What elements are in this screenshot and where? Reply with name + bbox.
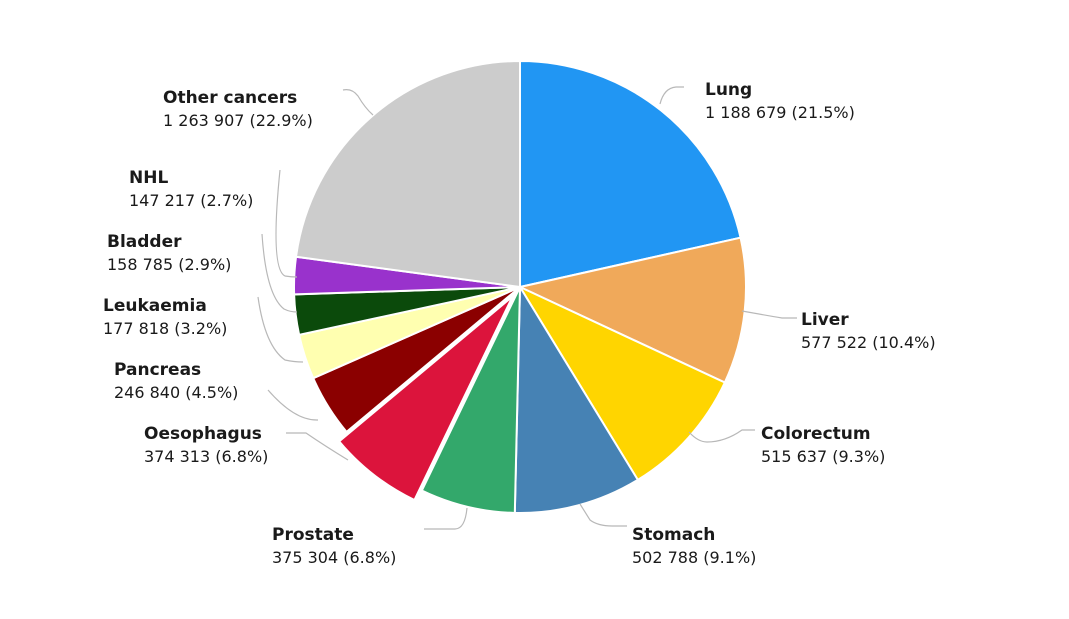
leader-line-leukaemia	[257, 296, 304, 363]
pie-slice-colorectum	[517, 284, 727, 482]
leader-line-pancreas	[267, 389, 319, 421]
slice-value-label: 246 840 (4.5%)	[114, 383, 238, 402]
slice-label-leukaemia: Leukaemia 177 818 (3.2%)	[103, 296, 227, 338]
slice-name-label: Other cancers	[163, 88, 297, 108]
leader-line-colorectum	[688, 429, 755, 443]
slice-label-lung: Lung 1 188 679 (21.5%)	[705, 80, 855, 122]
leader-line-prostate	[424, 507, 468, 530]
slice-value-label: 515 637 (9.3%)	[761, 447, 885, 466]
pie-slice-other-cancers	[294, 59, 521, 289]
slice-name-label: Leukaemia	[103, 296, 207, 316]
slice-label-prostate: Prostate 375 304 (6.8%)	[272, 525, 396, 567]
leader-lines-layer	[257, 86, 797, 530]
slice-name-label: Stomach	[632, 525, 715, 545]
leader-line-bladder	[261, 233, 298, 313]
slice-value-label: 177 818 (3.2%)	[103, 319, 227, 338]
slice-name-label: Bladder	[107, 232, 182, 252]
pie-slice-stomach	[513, 283, 640, 514]
slice-label-other-cancers: Other cancers 1 263 907 (22.9%)	[163, 88, 313, 130]
slice-value-label: 502 788 (9.1%)	[632, 548, 756, 567]
slice-value-label: 374 313 (6.8%)	[144, 447, 268, 466]
leader-line-stomach	[579, 503, 627, 527]
slice-name-label: Prostate	[272, 525, 354, 545]
slice-label-liver: Liver 577 522 (10.4%)	[801, 310, 936, 352]
pie-slice-prostate	[420, 286, 521, 514]
slice-name-label: Oesophagus	[144, 424, 262, 444]
slice-name-label: Pancreas	[114, 360, 201, 380]
slices-layer	[293, 59, 747, 514]
slice-value-label: 375 304 (6.8%)	[272, 548, 396, 567]
slice-label-nhl: NHL 147 217 (2.7%)	[129, 168, 253, 210]
leader-line-nhl	[275, 169, 298, 278]
slice-value-label: 577 522 (10.4%)	[801, 333, 936, 352]
slice-label-colorectum: Colorectum 515 637 (9.3%)	[761, 424, 885, 466]
leader-line-other-cancers	[342, 89, 374, 116]
labels-layer: Lung 1 188 679 (21.5%) Liver 577 522 (10.4%…	[103, 80, 936, 567]
slice-value-label: 158 785 (2.9%)	[107, 255, 231, 274]
pie-slice-oesophagus	[337, 295, 514, 502]
slice-value-label: 1 188 679 (21.5%)	[705, 103, 855, 122]
slice-value-label: 147 217 (2.7%)	[129, 191, 253, 210]
slice-label-stomach: Stomach 502 788 (9.1%)	[632, 525, 756, 567]
leader-line-oesophagus	[286, 432, 349, 461]
slice-value-label: 1 263 907 (22.9%)	[163, 111, 313, 130]
leader-line-liver	[741, 310, 797, 319]
slice-name-label: Liver	[801, 310, 849, 330]
slice-label-bladder: Bladder 158 785 (2.9%)	[107, 232, 231, 274]
pie-slice-lung	[519, 59, 742, 289]
slice-label-oesophagus: Oesophagus 374 313 (6.8%)	[144, 424, 268, 466]
slice-name-label: NHL	[129, 168, 168, 188]
slice-label-pancreas: Pancreas 246 840 (4.5%)	[114, 360, 238, 402]
slice-name-label: Lung	[705, 80, 752, 100]
leader-line-lung	[659, 86, 684, 105]
slice-name-label: Colorectum	[761, 424, 871, 444]
